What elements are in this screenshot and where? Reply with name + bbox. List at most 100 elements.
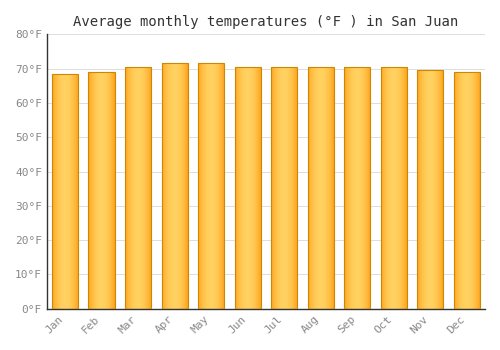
Bar bbox=[442, 70, 444, 309]
Bar bbox=[74, 74, 75, 309]
Bar bbox=[110, 72, 111, 309]
Bar bbox=[440, 70, 442, 309]
Bar bbox=[454, 72, 480, 309]
Bar bbox=[127, 67, 128, 309]
Bar bbox=[103, 72, 104, 309]
Bar bbox=[93, 72, 94, 309]
Bar bbox=[213, 63, 214, 309]
Bar bbox=[234, 67, 235, 309]
Bar bbox=[238, 67, 239, 309]
Bar bbox=[329, 67, 330, 309]
Bar bbox=[460, 72, 461, 309]
Bar bbox=[282, 67, 283, 309]
Bar bbox=[222, 63, 223, 309]
Bar bbox=[354, 67, 355, 309]
Bar bbox=[104, 72, 105, 309]
Bar bbox=[57, 74, 58, 309]
Bar bbox=[318, 67, 320, 309]
Bar bbox=[385, 67, 386, 309]
Bar bbox=[101, 72, 102, 309]
Bar bbox=[317, 67, 318, 309]
Bar bbox=[275, 67, 276, 309]
Bar bbox=[398, 67, 399, 309]
Bar bbox=[294, 67, 296, 309]
Bar bbox=[250, 67, 251, 309]
Bar bbox=[308, 67, 309, 309]
Bar bbox=[187, 63, 188, 309]
Bar bbox=[421, 70, 422, 309]
Bar bbox=[478, 72, 479, 309]
Bar bbox=[184, 63, 185, 309]
Bar bbox=[77, 74, 78, 309]
Bar bbox=[274, 67, 275, 309]
Bar bbox=[221, 63, 222, 309]
Bar bbox=[422, 70, 423, 309]
Bar bbox=[259, 67, 260, 309]
Bar bbox=[126, 67, 127, 309]
Bar bbox=[253, 67, 254, 309]
Bar bbox=[470, 72, 472, 309]
Bar bbox=[58, 74, 59, 309]
Bar bbox=[186, 63, 187, 309]
Bar bbox=[245, 67, 246, 309]
Bar bbox=[206, 63, 207, 309]
Bar bbox=[207, 63, 208, 309]
Bar bbox=[246, 67, 247, 309]
Bar bbox=[308, 67, 334, 309]
Bar bbox=[310, 67, 311, 309]
Bar bbox=[437, 70, 438, 309]
Bar bbox=[211, 63, 212, 309]
Bar bbox=[212, 63, 213, 309]
Bar bbox=[465, 72, 466, 309]
Bar bbox=[166, 63, 167, 309]
Bar bbox=[198, 63, 200, 309]
Bar bbox=[88, 72, 115, 309]
Bar bbox=[62, 74, 63, 309]
Bar bbox=[400, 67, 401, 309]
Bar bbox=[283, 67, 284, 309]
Bar bbox=[431, 70, 432, 309]
Bar bbox=[459, 72, 460, 309]
Bar bbox=[64, 74, 65, 309]
Bar bbox=[247, 67, 248, 309]
Bar bbox=[252, 67, 253, 309]
Bar bbox=[315, 67, 316, 309]
Bar bbox=[382, 67, 383, 309]
Bar bbox=[76, 74, 77, 309]
Bar bbox=[468, 72, 469, 309]
Bar bbox=[163, 63, 164, 309]
Bar bbox=[97, 72, 98, 309]
Bar bbox=[168, 63, 170, 309]
Bar bbox=[424, 70, 425, 309]
Bar bbox=[280, 67, 281, 309]
Bar bbox=[106, 72, 107, 309]
Bar bbox=[148, 67, 150, 309]
Bar bbox=[285, 67, 286, 309]
Bar bbox=[114, 72, 115, 309]
Bar bbox=[418, 70, 419, 309]
Bar bbox=[391, 67, 392, 309]
Bar bbox=[235, 67, 236, 309]
Bar bbox=[417, 70, 444, 309]
Bar bbox=[401, 67, 402, 309]
Bar bbox=[479, 72, 480, 309]
Bar bbox=[427, 70, 428, 309]
Bar bbox=[210, 63, 211, 309]
Bar bbox=[136, 67, 137, 309]
Bar bbox=[426, 70, 427, 309]
Bar bbox=[96, 72, 97, 309]
Bar bbox=[132, 67, 133, 309]
Bar bbox=[397, 67, 398, 309]
Bar bbox=[183, 63, 184, 309]
Bar bbox=[182, 63, 183, 309]
Bar bbox=[146, 67, 148, 309]
Bar bbox=[91, 72, 92, 309]
Bar bbox=[362, 67, 363, 309]
Bar bbox=[174, 63, 176, 309]
Bar bbox=[344, 67, 370, 309]
Bar bbox=[89, 72, 90, 309]
Bar bbox=[456, 72, 457, 309]
Bar bbox=[322, 67, 324, 309]
Bar bbox=[369, 67, 370, 309]
Bar bbox=[70, 74, 71, 309]
